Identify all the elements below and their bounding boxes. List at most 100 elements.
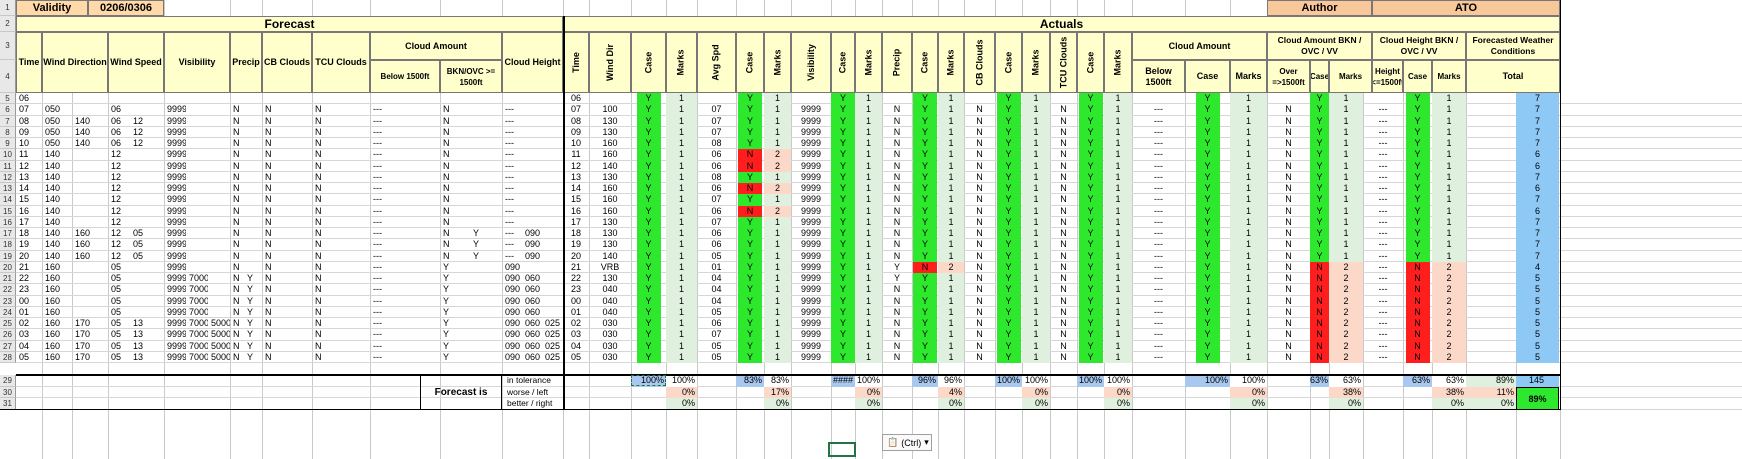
forecast-cell[interactable]: 9999 (167, 171, 186, 182)
actual-cell[interactable]: 9999 (800, 261, 822, 272)
actual-cell[interactable]: 12 (570, 160, 581, 171)
actual-cell[interactable]: N (1285, 239, 1292, 250)
marks-cell[interactable]: 1 (666, 115, 697, 127)
forecast-cell[interactable]: Y (443, 273, 450, 283)
marks-cell[interactable]: 1 (1329, 93, 1363, 105)
marks-cell[interactable]: 1 (1230, 183, 1267, 195)
case-cell[interactable]: Y (831, 250, 855, 262)
forecast-cell[interactable]: Y (247, 284, 254, 295)
forecast-cell[interactable]: 12 (111, 216, 122, 227)
case-cell[interactable]: Y (913, 126, 937, 138)
case-cell[interactable]: Y (636, 205, 661, 217)
actual-cell[interactable]: N (1285, 149, 1292, 160)
case-cell[interactable]: Y (1310, 194, 1329, 206)
forecast-cell[interactable]: Y (247, 295, 254, 306)
forecast-cell[interactable]: N (315, 194, 322, 205)
actual-cell[interactable]: 130 (602, 228, 618, 238)
marks-cell[interactable]: 1 (1022, 318, 1050, 330)
case-cell[interactable]: Y (636, 261, 661, 273)
marks-cell[interactable]: 1 (1104, 104, 1132, 116)
forecast-cell[interactable]: 5000 (211, 351, 230, 362)
actual-cell[interactable]: 9999 (800, 115, 822, 126)
forecast-cell[interactable]: 140 (45, 194, 61, 205)
case-cell[interactable]: Y (913, 318, 937, 330)
marks-cell[interactable]: 1 (1230, 149, 1267, 161)
forecast-cell[interactable]: Y (473, 239, 480, 250)
marks-cell[interactable]: 1 (1022, 194, 1050, 206)
actual-cell[interactable]: N (1060, 340, 1067, 351)
case-cell[interactable]: Y (1195, 126, 1220, 138)
summary-cell[interactable]: 100% (1077, 375, 1104, 387)
case-cell[interactable]: N (1310, 351, 1329, 363)
forecast-cell[interactable]: N (443, 115, 450, 126)
marks-cell[interactable]: 1 (1230, 93, 1267, 105)
actual-cell[interactable]: N (893, 104, 901, 115)
case-cell[interactable]: Y (1078, 183, 1103, 195)
actual-cell[interactable]: 06 (711, 205, 722, 216)
case-cell[interactable]: N (1405, 340, 1430, 352)
forecast-cell[interactable]: 160 (45, 295, 61, 306)
marks-cell[interactable]: 1 (1432, 194, 1466, 206)
case-cell[interactable]: Y (1310, 171, 1329, 183)
actual-cell[interactable] (1466, 206, 1516, 217)
case-cell[interactable]: Y (996, 160, 1021, 172)
actual-cell[interactable]: --- (1378, 228, 1388, 238)
forecast-cell[interactable]: 7000 (189, 295, 208, 306)
summary-cell[interactable]: 0% (1104, 386, 1132, 398)
forecast-cell[interactable]: Y (247, 306, 254, 317)
marks-cell[interactable]: 1 (1022, 104, 1050, 116)
marks-cell[interactable]: 1 (1104, 205, 1132, 217)
marks-cell[interactable]: 1 (764, 239, 791, 251)
forecast-cell[interactable]: N (315, 126, 322, 137)
forecast-cell[interactable]: 06 (111, 138, 122, 148)
marks-cell[interactable]: 1 (1104, 239, 1132, 251)
forecast-cell[interactable]: N (315, 160, 322, 171)
forecast-cell[interactable]: 05 (111, 273, 122, 283)
actual-cell[interactable] (1466, 104, 1516, 115)
actual-cell[interactable]: 04 (711, 284, 722, 295)
forecast-cell[interactable]: N (233, 306, 240, 317)
forecast-cell[interactable]: N (443, 228, 450, 238)
marks-cell[interactable]: 1 (764, 306, 791, 318)
marks-cell[interactable]: 1 (938, 93, 964, 105)
forecast-cell[interactable]: --- (373, 216, 382, 227)
actual-cell[interactable] (1466, 307, 1516, 318)
forecast-cell[interactable]: 140 (45, 216, 61, 227)
summary-cell[interactable]: 83% (764, 375, 791, 387)
marks-cell[interactable]: 1 (1432, 216, 1466, 228)
actual-cell[interactable]: N (1285, 138, 1292, 148)
actual-cell[interactable]: N (1060, 295, 1067, 306)
forecast-cell[interactable]: N (315, 138, 322, 148)
summary-cell[interactable]: 100% (631, 375, 666, 387)
case-cell[interactable]: Y (1310, 205, 1329, 217)
marks-cell[interactable]: 1 (666, 205, 697, 217)
case-cell[interactable]: Y (636, 104, 661, 116)
case-cell[interactable]: Y (996, 340, 1021, 352)
actual-cell[interactable]: 07 (711, 115, 722, 126)
row-header[interactable]: 16 (0, 216, 16, 228)
actual-cell[interactable]: N (893, 115, 901, 126)
marks-cell[interactable]: 1 (938, 295, 964, 307)
marks-cell[interactable]: 1 (1104, 284, 1132, 296)
case-cell[interactable]: Y (636, 149, 661, 161)
marks-cell[interactable]: 1 (1104, 318, 1132, 330)
case-cell[interactable]: Y (1405, 126, 1430, 138)
actual-cell[interactable] (1466, 352, 1516, 363)
marks-cell[interactable]: 1 (938, 329, 964, 341)
marks-cell[interactable]: 1 (764, 250, 791, 262)
actual-cell[interactable] (1466, 273, 1516, 284)
row-header[interactable]: 17 (0, 228, 16, 240)
forecast-cell[interactable]: N (233, 160, 240, 171)
marks-cell[interactable]: 1 (938, 194, 964, 206)
actual-cell[interactable]: 040 (602, 284, 618, 295)
forecast-cell[interactable]: --- (505, 228, 514, 238)
actual-cell[interactable]: N (1060, 126, 1067, 137)
forecast-cell[interactable]: N (233, 104, 240, 115)
marks-cell[interactable]: 2 (1432, 284, 1466, 296)
case-cell[interactable]: Y (1078, 239, 1103, 251)
forecast-cell[interactable]: 06 (111, 115, 122, 126)
marks-cell[interactable]: 1 (1230, 340, 1267, 352)
actual-cell[interactable]: --- (1154, 239, 1163, 250)
case-cell[interactable]: Y (913, 329, 937, 341)
case-cell[interactable]: Y (996, 284, 1021, 296)
